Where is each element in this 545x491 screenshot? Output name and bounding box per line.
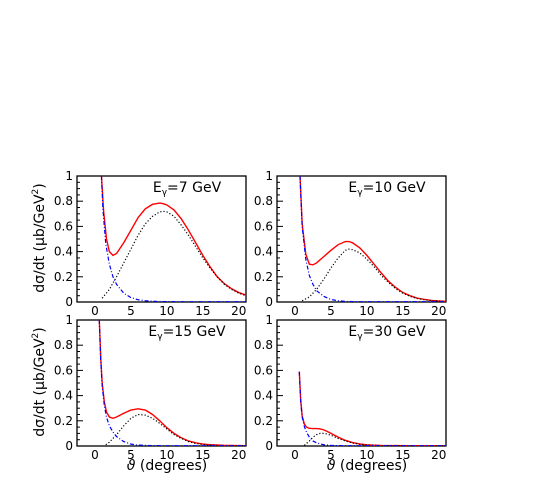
x-tick-label: 20	[431, 304, 446, 318]
series-line-dashdot	[298, 371, 446, 446]
ylabel-mid: b/GeV	[32, 338, 48, 381]
x-tick-label: 5	[127, 304, 135, 318]
y-tick-label: 1	[65, 313, 73, 327]
y-tick-label: 0	[265, 439, 273, 453]
curves	[100, 176, 246, 302]
curves	[299, 176, 446, 302]
y-tick-label: 0.8	[54, 194, 73, 208]
series-line-dotted	[303, 432, 446, 446]
energy-symbol: E	[348, 324, 357, 340]
y-tick-label: 1	[265, 313, 273, 327]
panel-energy-label: Eγ=15 GeV	[148, 324, 226, 342]
y-tick-label: 0.2	[54, 270, 73, 284]
series-line-dashdot	[98, 320, 246, 446]
series-line-dashdot	[100, 176, 246, 302]
x-tick-label: 0	[291, 448, 299, 462]
x-tick-label: 15	[395, 448, 410, 462]
panel-energy-label: Eγ=7 GeV	[153, 180, 222, 198]
y-tick-label: 0.4	[54, 245, 73, 259]
energy-symbol: E	[153, 180, 162, 196]
panel-e30: 0 5 10 15 20 0 0.2 0.4 0.6 0.8 1 Eγ=30 GeV	[254, 313, 447, 462]
series-line-solid	[298, 371, 446, 446]
x-tick-label: 10	[159, 304, 174, 318]
series-line-dotted	[101, 210, 246, 299]
ylabel-mid: b/GeV	[32, 194, 48, 237]
x-tick-label: 5	[127, 448, 135, 462]
y-tick-label: 0.6	[54, 363, 73, 377]
x-axis-title-right: ϑ (degrees)	[327, 458, 407, 474]
ylabel-prefix: dσ/dt (	[32, 390, 48, 437]
y-tick-label: 0.2	[254, 414, 273, 428]
series-line-solid	[100, 176, 246, 296]
x-tick-label: 0	[291, 304, 299, 318]
energy-value: =15 GeV	[163, 324, 226, 340]
x-tick-label: 10	[159, 448, 174, 462]
x-tick-label: 15	[195, 304, 210, 318]
x-tick-label: 20	[431, 448, 446, 462]
y-tick-label: 1	[265, 169, 273, 183]
y-tick-label: 0.2	[54, 414, 73, 428]
panel-e10: 0 5 10 15 20 0 0.2 0.4 0.6 0.8 1 Eγ=10 GeV	[254, 169, 447, 318]
y-axis-title-bottom: dσ/dt (μb/GeV2)	[31, 327, 48, 437]
ylabel-exp: 2	[31, 333, 41, 339]
x-tick-label: 15	[395, 304, 410, 318]
xlabel-symbol: ϑ	[127, 458, 136, 474]
series-line-dotted	[105, 413, 246, 446]
y-tick-label: 0.8	[254, 338, 273, 352]
ylabel-prefix: dσ/dt (	[32, 246, 48, 293]
ylabel-mu: μ	[32, 381, 48, 390]
panel-energy-label: Eγ=30 GeV	[348, 324, 426, 342]
y-tick-label: 0.4	[254, 389, 273, 403]
y-tick-label: 0.6	[254, 219, 273, 233]
energy-value: =30 GeV	[363, 324, 426, 340]
y-tick-label: 0	[265, 295, 273, 309]
series-line-dotted	[301, 248, 446, 302]
xlabel-text: (degrees)	[135, 458, 207, 474]
y-tick-label: 0	[65, 439, 73, 453]
xlabel-text: (degrees)	[335, 458, 407, 474]
panel-energy-label: Eγ=10 GeV	[348, 180, 426, 198]
x-tick-label: 0	[91, 448, 99, 462]
ylabel-suffix: )	[32, 183, 48, 188]
energy-subscript: γ	[357, 332, 363, 342]
x-axis-title-left: ϑ (degrees)	[127, 458, 207, 474]
y-tick-label: 0.8	[254, 194, 273, 208]
x-tick-label: 20	[231, 304, 246, 318]
x-tick-label: 20	[231, 448, 246, 462]
y-tick-label: 0.4	[54, 389, 73, 403]
curves	[298, 371, 446, 446]
energy-subscript: γ	[357, 188, 363, 198]
ylabel-exp: 2	[31, 189, 41, 195]
panel-e7: 0 5 10 15 20 0 0.2 0.4 0.6 0.8 1 Eγ=7 GeV	[54, 169, 247, 318]
energy-symbol: E	[348, 180, 357, 196]
x-tick-label: 5	[327, 304, 335, 318]
x-tick-label: 5	[327, 448, 335, 462]
series-line-dashdot	[299, 176, 446, 302]
y-tick-label: 0.8	[54, 338, 73, 352]
y-tick-label: 0.6	[254, 363, 273, 377]
y-tick-label: 0	[65, 295, 73, 309]
panel-e15: 0 5 10 15 20 0 0.2 0.4 0.6 0.8 1 Eγ=15 GeV	[54, 313, 247, 462]
curves	[98, 320, 246, 446]
energy-value: =7 GeV	[167, 180, 222, 196]
energy-value: =10 GeV	[363, 180, 426, 196]
energy-symbol: E	[148, 324, 157, 340]
xlabel-symbol: ϑ	[327, 458, 336, 474]
energy-subscript: γ	[157, 332, 163, 342]
y-axis-title-top: dσ/dt (μb/GeV2)	[31, 183, 48, 293]
x-tick-label: 15	[195, 448, 210, 462]
ylabel-mu: μ	[32, 237, 48, 246]
x-tick-label: 10	[359, 304, 374, 318]
y-tick-label: 0.6	[54, 219, 73, 233]
x-tick-label: 0	[91, 304, 99, 318]
y-tick-label: 0.2	[254, 270, 273, 284]
energy-subscript: γ	[162, 188, 168, 198]
y-tick-label: 1	[65, 169, 73, 183]
x-tick-label: 10	[359, 448, 374, 462]
ylabel-suffix: )	[32, 327, 48, 332]
y-tick-label: 0.4	[254, 245, 273, 259]
